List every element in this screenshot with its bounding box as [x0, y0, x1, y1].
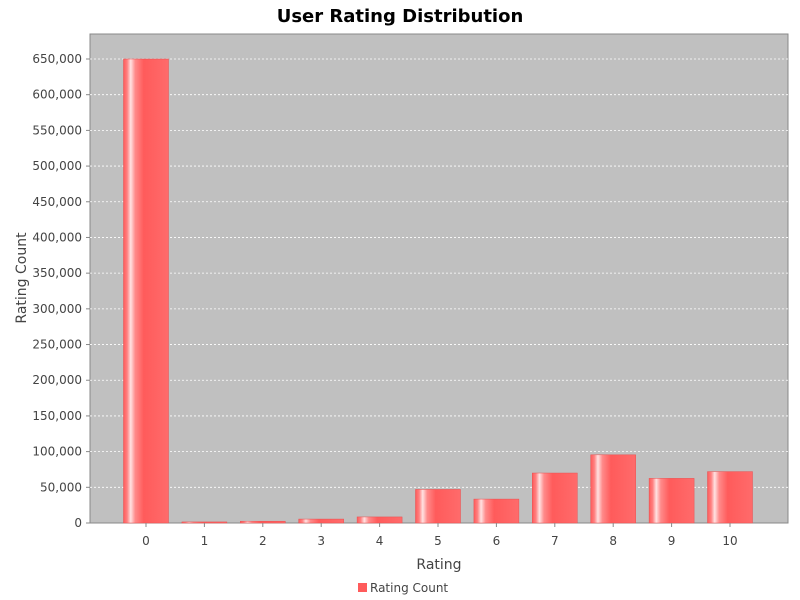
bar-rating-1	[181, 521, 228, 524]
x-tick-label: 4	[376, 534, 384, 548]
legend: Rating Count	[358, 581, 448, 595]
x-axis: 0 1 2 3 4 5 6 7 8 9 10	[142, 523, 738, 548]
plot-area	[89, 33, 789, 524]
bar-rating-2	[240, 520, 286, 524]
y-tick-label: 650,000	[32, 52, 82, 66]
y-axis-label: Rating Count	[14, 232, 30, 324]
y-axis: 0 50,000 100,000 150,000 200,000 250,000 300,0…	[32, 52, 90, 530]
x-tick-label: 7	[551, 534, 559, 548]
legend-label: Rating Count	[370, 581, 448, 595]
legend-swatch	[358, 583, 367, 592]
bar-rating-9	[648, 478, 695, 524]
y-tick-label: 0	[74, 516, 82, 530]
bar-rating-6	[473, 498, 520, 524]
y-tick-label: 250,000	[32, 338, 82, 352]
x-tick-label: 10	[722, 534, 737, 548]
x-tick-label: 9	[668, 534, 676, 548]
y-tick-label: 300,000	[32, 302, 82, 316]
grid-lines	[90, 58, 788, 488]
bar-rating-5	[415, 489, 461, 524]
bars	[123, 58, 753, 524]
bar-rating-7	[532, 472, 578, 524]
x-tick-label: 8	[609, 534, 617, 548]
bar-rating-10	[707, 471, 753, 524]
y-tick-label: 150,000	[32, 409, 82, 423]
x-tick-label: 1	[201, 534, 209, 548]
y-tick-label: 550,000	[32, 123, 82, 137]
bar-rating-4	[356, 516, 403, 524]
x-tick-label: 6	[493, 534, 501, 548]
bar-rating-3	[298, 518, 344, 524]
y-tick-label: 50,000	[40, 480, 82, 494]
y-tick-label: 350,000	[32, 266, 82, 280]
x-axis-label: Rating	[416, 557, 461, 573]
x-tick-label: 2	[259, 534, 267, 548]
x-tick-label: 0	[142, 534, 150, 548]
y-tick-label: 400,000	[32, 230, 82, 244]
y-tick-label: 100,000	[32, 445, 82, 459]
x-tick-label: 5	[434, 534, 442, 548]
y-tick-label: 200,000	[32, 373, 82, 387]
y-tick-label: 500,000	[32, 159, 82, 173]
y-tick-label: 450,000	[32, 195, 82, 209]
chart-title: User Rating Distribution	[277, 6, 524, 27]
bar-rating-8	[590, 454, 636, 524]
x-tick-label: 3	[317, 534, 325, 548]
bar-rating-0	[123, 58, 169, 524]
y-tick-label: 600,000	[32, 88, 82, 102]
